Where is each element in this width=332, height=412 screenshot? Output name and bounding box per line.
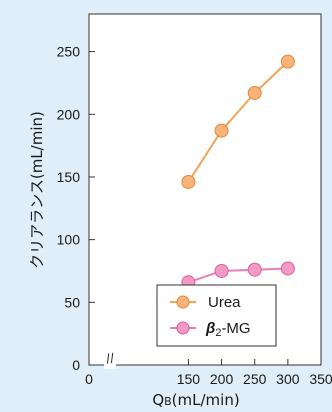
x-tick-label: 0 — [85, 371, 93, 387]
series-0-point — [247, 85, 262, 100]
series-0-point — [280, 54, 295, 69]
series-line-0 — [187, 60, 289, 183]
series-1-point — [247, 262, 262, 277]
x-tick-label: 150 — [177, 371, 201, 387]
legend-b2mg-beta: β — [205, 320, 215, 337]
x-tick-label: 300 — [276, 371, 300, 387]
series-1-point — [214, 263, 229, 278]
x-axis-title-subscript: B — [164, 395, 172, 408]
y-tick-label: 0 — [72, 357, 80, 373]
y-tick-label: 200 — [57, 106, 81, 122]
legend-b2mg-suffix: -MG — [221, 320, 250, 337]
x-tick-label: 200 — [210, 371, 234, 387]
legend-b2mg-subscript: 2 — [215, 327, 221, 339]
x-axis-title-q: Q — [152, 391, 164, 409]
x-axis-title: QB(mL/min) — [152, 391, 239, 409]
y-axis-title: クリアランス(mL/min) — [28, 111, 46, 269]
legend: Urea β2-MG — [156, 284, 277, 347]
axis-break-gap — [104, 361, 116, 369]
y-tick-label: 150 — [57, 169, 81, 185]
x-tick-label: 350 — [309, 371, 332, 387]
axis-break-mark: // — [105, 350, 116, 365]
legend-urea-label: Urea — [208, 294, 241, 311]
series-1-point — [280, 261, 295, 276]
y-tick-label: 100 — [57, 232, 81, 248]
legend-box — [156, 284, 277, 347]
legend-b2mg-label: β2-MG — [205, 320, 251, 339]
y-tick-label: 50 — [64, 294, 80, 310]
legend-urea-marker — [176, 295, 190, 309]
series-line-1 — [188, 267, 288, 284]
series-0-point — [214, 123, 229, 138]
x-tick-label: 250 — [243, 371, 267, 387]
series-0-point — [181, 174, 196, 189]
y-tick-label: 250 — [57, 44, 81, 60]
x-axis-title-unit: (mL/min) — [172, 391, 240, 409]
legend-b2mg-marker — [176, 321, 190, 335]
